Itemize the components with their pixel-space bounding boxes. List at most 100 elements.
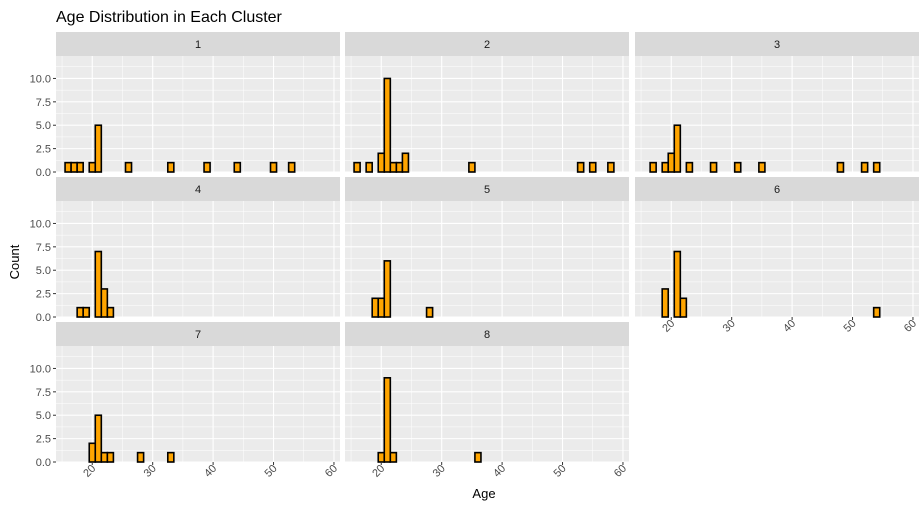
histogram-bar — [106, 306, 115, 318]
x-tick-label: 20 — [81, 463, 98, 480]
histogram-bar — [94, 124, 103, 173]
histogram-bar — [860, 161, 869, 173]
histogram-bar — [389, 451, 398, 463]
x-tick-label: 30 — [142, 463, 159, 480]
histogram-bar — [685, 161, 694, 173]
y-tick-label: 0.0 — [36, 167, 51, 179]
facet-panel-6: 6 20 30 40 50 60 — [635, 177, 919, 335]
y-tick-label: 7.5 — [36, 242, 51, 254]
facet-strip — [56, 32, 340, 56]
facet-panel-8: 8 20 30 40 50 60 — [345, 322, 629, 480]
facet-strip — [345, 322, 629, 346]
histogram-bar — [203, 161, 211, 173]
facet-strip-label: 1 — [195, 39, 201, 51]
histogram-bar — [365, 161, 373, 173]
histogram-bar — [425, 306, 434, 318]
histogram-bar — [383, 77, 392, 173]
histogram-bar — [371, 297, 380, 318]
x-tick-label: 40 — [202, 463, 219, 480]
histogram-bar — [353, 161, 361, 173]
y-tick-label: 5.0 — [36, 120, 51, 132]
x-axis-title: Age — [472, 486, 495, 501]
histogram-bar — [395, 161, 404, 173]
facet-panel-5: 5 — [345, 177, 629, 318]
histogram-bar — [661, 161, 670, 173]
histogram-bar — [166, 451, 175, 463]
y-tick-label: 2.5 — [36, 289, 51, 301]
histogram-bar — [709, 161, 718, 173]
facet-strip-label: 6 — [774, 184, 780, 196]
histogram-bar — [106, 451, 115, 463]
facet-panel-3: 3 — [635, 32, 919, 173]
y-axis-title: Count — [7, 244, 22, 279]
histogram-bar — [124, 161, 133, 173]
x-tick-label: 60 — [902, 318, 919, 335]
x-tick-label: 40 — [781, 318, 798, 335]
facet-strip-label: 5 — [484, 184, 490, 196]
x-tick-label: 60 — [323, 463, 340, 480]
histogram-bar — [389, 161, 398, 173]
histogram-bar — [377, 297, 386, 318]
y-tick-label: 10.0 — [30, 73, 51, 85]
histogram-bar — [82, 306, 91, 318]
histogram-bar — [401, 152, 410, 173]
x-tick-label: 20 — [660, 318, 677, 335]
panel-background — [345, 56, 629, 172]
histogram-bar — [649, 161, 657, 173]
histogram-bar — [377, 152, 386, 173]
x-tick-label: 60 — [612, 463, 629, 480]
histogram-bar — [70, 161, 78, 173]
chart-title: Age Distribution in Each Cluster — [56, 9, 283, 26]
histogram-bar — [872, 161, 881, 173]
histogram-bar — [679, 297, 688, 318]
histogram-bar — [166, 161, 175, 173]
y-tick-label: 2.5 — [36, 144, 51, 156]
panel-background — [56, 56, 340, 172]
facet-strip — [56, 322, 340, 346]
y-tick-label: 0.0 — [36, 457, 51, 469]
histogram-bar — [872, 306, 881, 318]
y-tick-label: 10.0 — [30, 218, 51, 230]
x-tick-label: 20 — [370, 463, 387, 480]
panel-background — [635, 56, 919, 172]
facet-panel-1: 10.02.55.07.510.0 — [30, 32, 340, 179]
x-tick-label: 50 — [263, 463, 280, 480]
histogram-bar — [661, 288, 670, 318]
facet-strip-label: 2 — [484, 39, 490, 51]
histogram-bar — [233, 161, 242, 173]
histogram-bar — [377, 451, 386, 463]
panel-background — [345, 346, 629, 462]
y-tick-label: 5.0 — [36, 265, 51, 277]
y-tick-label: 7.5 — [36, 387, 51, 399]
facet-strip-label: 4 — [195, 184, 201, 196]
facet-strip — [635, 32, 919, 56]
facet-strip-label: 3 — [774, 39, 780, 51]
facet-strip-label: 8 — [484, 329, 490, 341]
histogram-bar — [100, 451, 109, 463]
histogram-bar — [88, 442, 97, 463]
x-tick-label: 50 — [552, 463, 569, 480]
x-tick-label: 50 — [842, 318, 859, 335]
histogram-bar — [836, 161, 845, 173]
histogram-bar — [588, 161, 597, 173]
x-tick-label: 30 — [431, 463, 448, 480]
histogram-bar — [667, 152, 676, 173]
facet-strip — [56, 177, 340, 201]
histogram-bar — [474, 451, 482, 463]
y-tick-label: 0.0 — [36, 312, 51, 324]
facet-grid: 10.02.55.07.510.02 340.02.55.07.510.05 620… — [30, 32, 919, 480]
facet-panel-2: 2 — [345, 32, 629, 173]
facet-strip — [345, 32, 629, 56]
facet-strip-label: 7 — [195, 329, 201, 341]
histogram-bar — [383, 377, 392, 463]
histogram-bar — [100, 288, 109, 318]
histogram-bar — [94, 414, 103, 463]
facet-panel-4: 4 0.0 2.5 5.0 7.5 10.0 — [30, 177, 340, 324]
y-tick-label: 5.0 — [36, 410, 51, 422]
histogram-bar — [64, 161, 72, 173]
panel-background — [56, 346, 340, 462]
histogram-bar — [673, 250, 682, 318]
y-tick-label: 7.5 — [36, 97, 51, 109]
histogram-bar — [94, 250, 103, 318]
